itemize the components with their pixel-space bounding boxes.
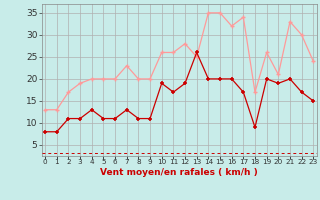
X-axis label: Vent moyen/en rafales ( km/h ): Vent moyen/en rafales ( km/h ) [100, 168, 258, 177]
